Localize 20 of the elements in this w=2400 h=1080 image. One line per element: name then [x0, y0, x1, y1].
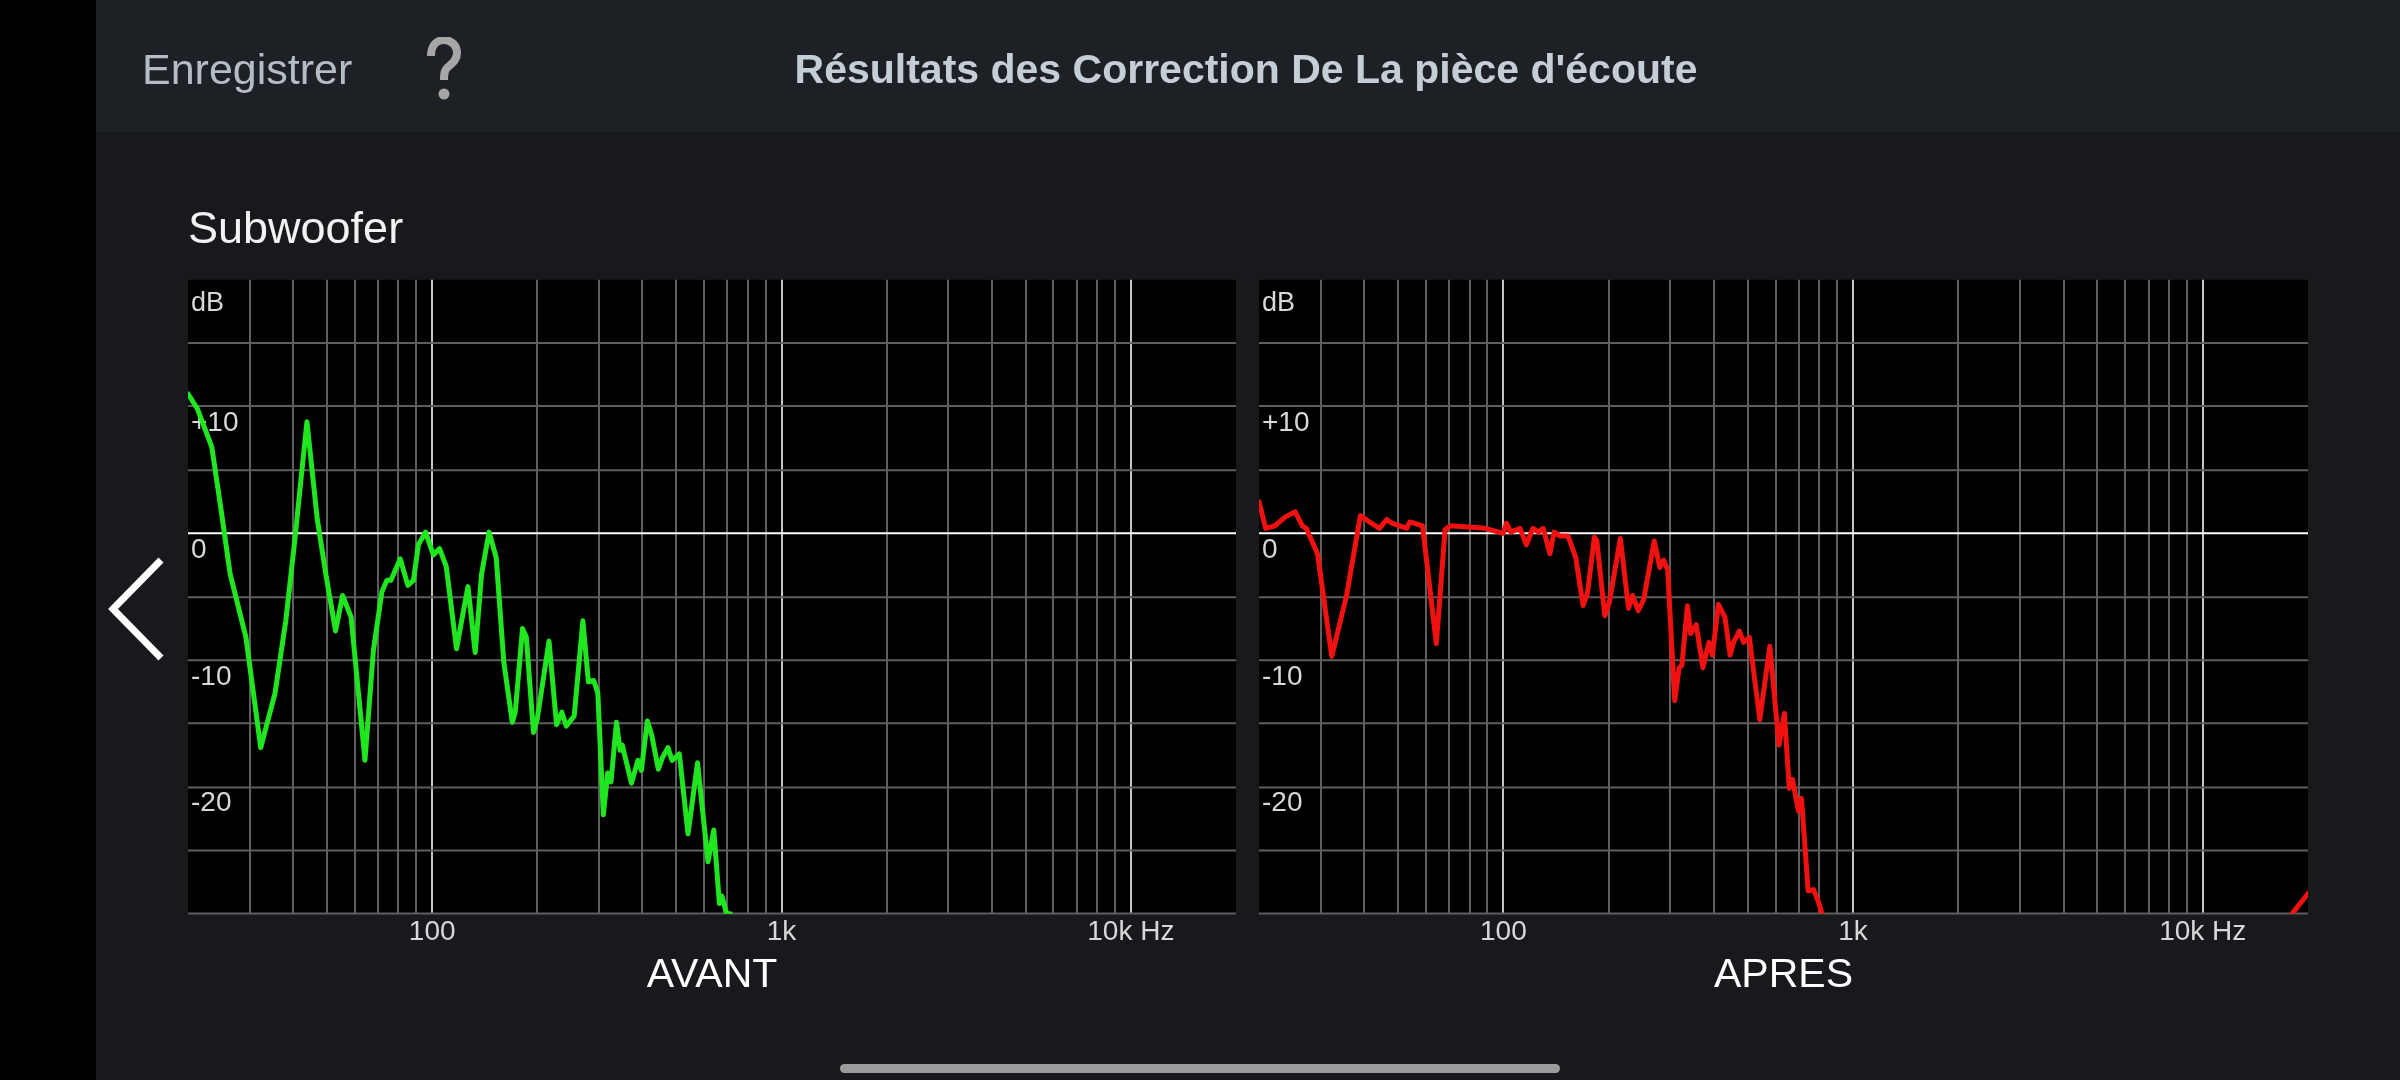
y-tick-label: -20 — [191, 786, 232, 818]
x-tick-label: 10k Hz — [2159, 915, 2247, 947]
x-tick-label: 1k — [766, 915, 798, 947]
x-axis-title: APRES — [1714, 950, 1853, 997]
y-tick-label: +10 — [1262, 406, 1310, 438]
x-tick-label: 10k Hz — [1087, 915, 1175, 947]
x-tick-label: 100 — [1480, 915, 1527, 947]
y-axis-title: dB — [1262, 287, 1296, 318]
y-tick-label: -20 — [1262, 786, 1303, 818]
x-tick-label: 1k — [1838, 915, 1869, 947]
text: Enregistrer — [142, 45, 353, 93]
x-tick-label: 100 — [408, 915, 456, 947]
chart-title: Résultats des Correction De La pièce d'écoute — [794, 46, 1698, 92]
x-axis-title: AVANT — [646, 950, 778, 997]
chart-subtitle: Subwoofer — [188, 202, 404, 253]
y-tick-label: 0 — [191, 533, 207, 565]
y-tick-label: -10 — [191, 659, 232, 691]
y-axis-title: dB — [191, 287, 225, 318]
y-tick-label: -10 — [1262, 659, 1303, 691]
y-tick-label: 0 — [1262, 533, 1278, 565]
